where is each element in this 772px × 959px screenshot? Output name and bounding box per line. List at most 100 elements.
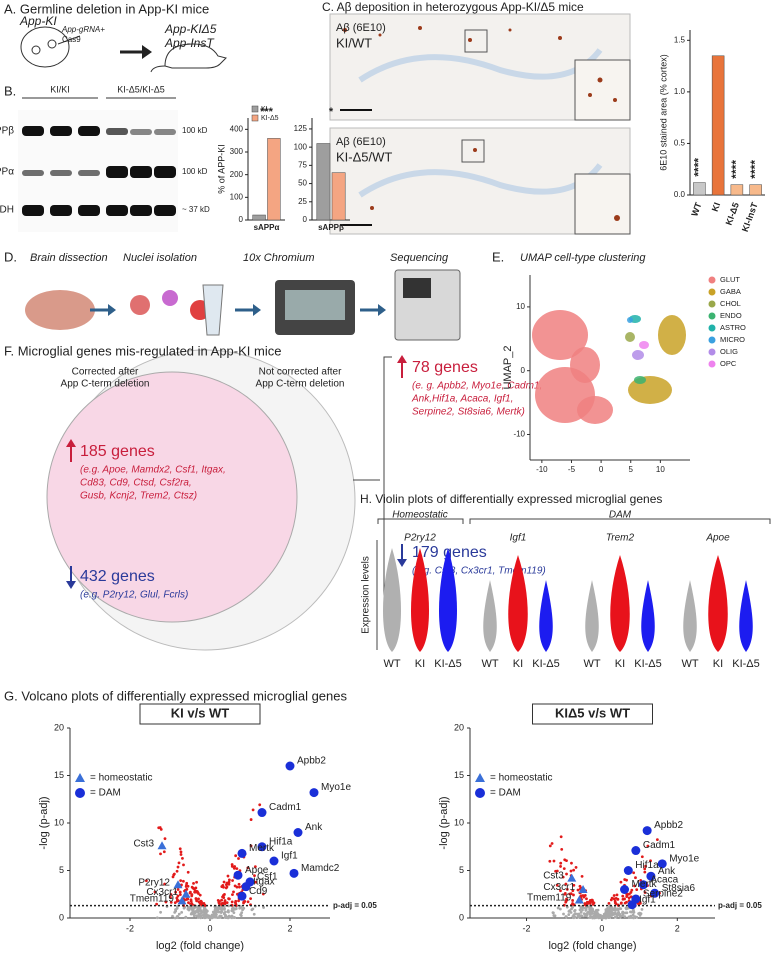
background-point bbox=[197, 900, 201, 904]
background-point bbox=[631, 908, 635, 912]
background-point bbox=[608, 913, 612, 917]
point-label: Apoe bbox=[245, 865, 269, 876]
background-point bbox=[643, 870, 647, 874]
chart-title: KIΔ5 v/s WT bbox=[555, 705, 630, 720]
y-tick-label: 25 bbox=[298, 197, 307, 206]
background-point bbox=[182, 863, 185, 867]
background-point bbox=[561, 875, 565, 879]
background-point bbox=[558, 907, 562, 911]
legend-label: = DAM bbox=[490, 788, 521, 799]
background-point bbox=[232, 890, 235, 894]
y-tick-label: 10 bbox=[54, 817, 64, 827]
legend-swatch bbox=[251, 105, 259, 113]
background-point bbox=[626, 892, 630, 896]
genotype-label: KI bbox=[615, 658, 625, 670]
background-point bbox=[159, 827, 163, 831]
background-point bbox=[621, 894, 625, 898]
gene-name: Trem2 bbox=[606, 533, 635, 544]
background-point bbox=[623, 915, 627, 919]
point-label: St8sia6 bbox=[662, 883, 696, 894]
background-point bbox=[559, 889, 562, 893]
y-tick-label: 5 bbox=[59, 865, 64, 875]
background-point bbox=[595, 911, 599, 915]
x-tick-label: WT bbox=[689, 201, 703, 218]
y-tick-label: 400 bbox=[230, 124, 244, 133]
background-point bbox=[582, 912, 586, 916]
cluster bbox=[570, 347, 600, 383]
point bbox=[578, 885, 588, 893]
background-point bbox=[254, 880, 258, 884]
background-point bbox=[197, 913, 201, 917]
background-point bbox=[235, 867, 239, 871]
background-point bbox=[613, 908, 617, 911]
bar bbox=[331, 172, 346, 221]
legend-marker bbox=[75, 773, 85, 782]
background-point bbox=[609, 908, 613, 912]
label: Expression levels bbox=[361, 556, 372, 634]
blot-size: 100 kD bbox=[182, 167, 208, 176]
point bbox=[233, 870, 243, 880]
legend-label: OLIG bbox=[720, 347, 738, 356]
background-point bbox=[586, 910, 590, 914]
panel-c-images bbox=[329, 13, 631, 235]
background-point bbox=[625, 911, 629, 915]
panel-title: C. Aβ deposition in heterozygous App-KI/… bbox=[322, 0, 584, 14]
legend-swatch bbox=[708, 312, 716, 320]
background-point bbox=[190, 893, 194, 896]
background-point bbox=[592, 915, 596, 918]
background-point bbox=[222, 896, 226, 899]
background-point bbox=[174, 890, 178, 894]
background-point bbox=[187, 901, 190, 905]
background-point bbox=[175, 899, 179, 903]
y-tick-label: 75 bbox=[298, 160, 307, 169]
point bbox=[157, 841, 167, 850]
legend-marker bbox=[475, 788, 485, 798]
background-point bbox=[563, 891, 567, 895]
background-point bbox=[221, 883, 225, 887]
background-point bbox=[176, 894, 180, 898]
background-point bbox=[646, 844, 650, 848]
point-label: Myo1e bbox=[321, 782, 351, 793]
significance: **** bbox=[729, 160, 743, 179]
background-point bbox=[623, 901, 627, 905]
panel-title: H. Violin plots of differentially expres… bbox=[360, 492, 662, 506]
background-point bbox=[173, 901, 177, 904]
step-label: 10x Chromium bbox=[243, 252, 315, 264]
background-point bbox=[198, 909, 202, 912]
background-point bbox=[643, 891, 647, 894]
bar bbox=[267, 138, 281, 221]
gene-examples: Ank,Hif1a, Acaca, Igf1, bbox=[411, 394, 513, 405]
y-tick-label: 15 bbox=[54, 770, 64, 780]
background-point bbox=[610, 896, 614, 900]
blot-name: GAPDH bbox=[0, 205, 14, 216]
panel-h-art bbox=[376, 518, 771, 650]
background-point bbox=[607, 901, 611, 905]
y-tick-label: 0 bbox=[521, 366, 526, 375]
background-point bbox=[649, 859, 652, 863]
y-tick-label: 20 bbox=[54, 722, 64, 732]
legend-swatch bbox=[251, 114, 259, 122]
legend-label: ASTRO bbox=[720, 323, 746, 332]
background-point bbox=[585, 897, 588, 901]
background-point bbox=[191, 905, 195, 909]
background-point bbox=[610, 910, 614, 914]
legend-label: = homeostatic bbox=[90, 773, 153, 784]
background-point bbox=[627, 915, 631, 919]
background-point bbox=[222, 907, 226, 911]
background-point bbox=[194, 897, 198, 900]
background-point bbox=[576, 912, 580, 916]
background-point bbox=[189, 898, 193, 902]
violin bbox=[439, 548, 457, 652]
point bbox=[237, 848, 247, 858]
background-point bbox=[572, 893, 575, 897]
x-tick-label: 2 bbox=[675, 923, 680, 933]
background-point bbox=[144, 879, 148, 883]
background-point bbox=[250, 908, 254, 912]
background-point bbox=[627, 896, 631, 900]
background-point bbox=[569, 911, 573, 914]
y-axis-label: % of APP-KI bbox=[216, 144, 226, 194]
y-tick-label: 100 bbox=[294, 142, 308, 151]
background-point bbox=[203, 904, 207, 907]
label: Corrected after bbox=[72, 367, 139, 378]
point bbox=[620, 885, 630, 894]
